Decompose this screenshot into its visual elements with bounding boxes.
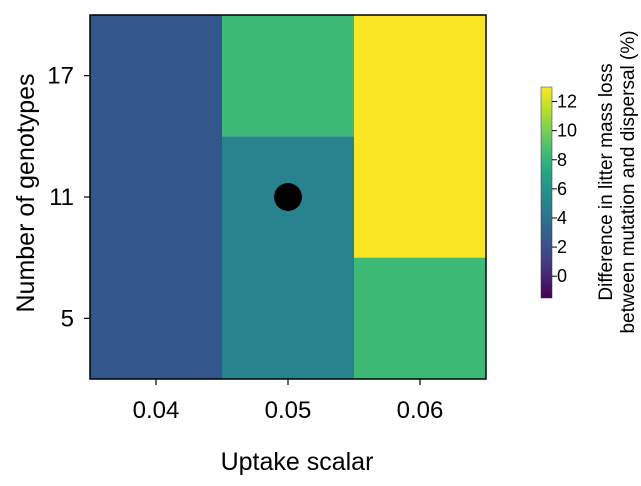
y-tick-label: 17 xyxy=(47,63,74,90)
y-axis-ticks: 5 11 17 xyxy=(47,63,90,332)
colorbar-tick-label: 2 xyxy=(557,237,567,257)
colorbar xyxy=(540,86,553,299)
colorbar-tick-label: 8 xyxy=(557,150,567,170)
heatmap-cell xyxy=(222,136,354,379)
x-axis-label: Uptake scalar xyxy=(221,448,374,476)
colorbar-tick-label: 6 xyxy=(557,179,567,199)
colorbar-ticks: 0 2 4 6 8 10 12 xyxy=(552,92,577,286)
colorbar-tick-label: 0 xyxy=(557,266,567,286)
heatmap-cell xyxy=(354,15,486,258)
colorbar-tick-label: 4 xyxy=(557,208,567,228)
y-tick-label: 11 xyxy=(49,184,74,211)
x-axis-ticks: 0.04 0.05 0.06 xyxy=(133,379,444,424)
x-tick-label: 0.06 xyxy=(397,397,444,424)
colorbar-label-line-1: Difference in litter mass loss xyxy=(596,63,617,300)
x-tick-label: 0.04 xyxy=(133,397,180,424)
x-tick-label: 0.05 xyxy=(265,397,312,424)
y-tick-label: 5 xyxy=(61,305,74,332)
heatmap-cell xyxy=(354,257,486,379)
heatmap-cells xyxy=(90,15,486,379)
heatmap-cell xyxy=(90,15,222,379)
highlight-marker xyxy=(274,183,302,211)
colorbar-label: Difference in litter mass loss between m… xyxy=(596,30,639,333)
colorbar-tick-label: 10 xyxy=(557,121,577,141)
colorbar-label-line-2: between mutation and dispersal (%) xyxy=(618,30,639,333)
y-axis-label: Number of genotypes xyxy=(12,73,40,312)
heatmap-cell xyxy=(222,15,354,137)
colorbar-tick-label: 12 xyxy=(557,92,577,112)
